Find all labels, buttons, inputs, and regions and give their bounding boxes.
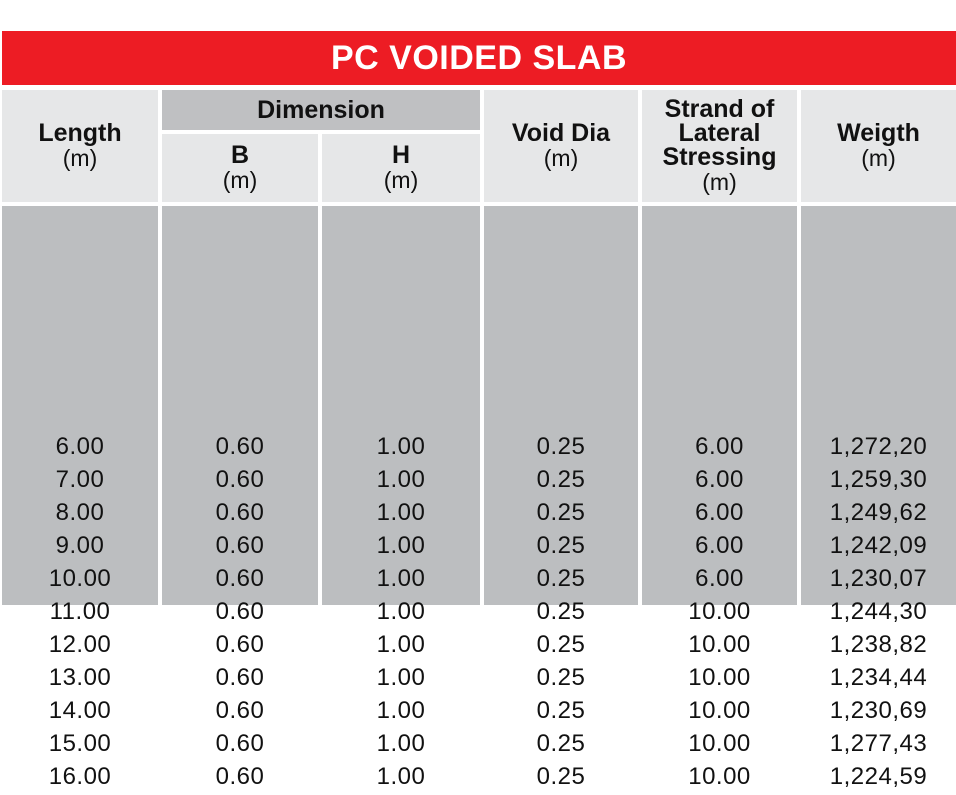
table-cell: 0.25: [536, 433, 586, 460]
header-name: H: [391, 141, 411, 169]
table-cell: 1.00: [376, 697, 426, 724]
header-h: H (m): [322, 134, 480, 202]
table-cell: 8.00: [55, 499, 105, 526]
table-cell: 15.00: [48, 730, 112, 757]
table-cell: 10.00: [688, 598, 751, 625]
table-cell: 13.00: [48, 664, 112, 691]
table-cell: 0.60: [215, 433, 265, 460]
table-cell: 1,249,62: [829, 499, 928, 526]
table-cell: 1,277,43: [829, 730, 928, 757]
table-cell: 0.25: [536, 598, 586, 625]
table-cell: 11.00: [49, 598, 111, 625]
column-h: 1.00 1.00 1.00 1.00 1.00 1.00 1.00 1.00 1.00 1.00…: [322, 206, 480, 790]
table-cell: 0.60: [215, 532, 265, 559]
table-cell: 10.00: [688, 664, 751, 691]
table-cell: 6.00: [695, 499, 744, 526]
table-cell: 0.25: [536, 499, 586, 526]
table-cell: 1,272,20: [829, 433, 928, 460]
table-cell: 10.00: [688, 763, 751, 790]
header-unit: (m): [702, 169, 737, 195]
table-cell: 1,224,59: [829, 763, 928, 790]
header-name: Strand of Lateral Stressing: [662, 95, 777, 171]
header-unit: (m): [62, 145, 98, 171]
header-dimension-group: Dimension: [162, 90, 480, 130]
table-title: PC VOIDED SLAB: [2, 31, 956, 85]
table-cell: 0.25: [536, 631, 586, 658]
table-cell: 0.60: [215, 466, 265, 493]
header-unit: (m): [383, 167, 419, 193]
table-cell: 0.60: [215, 631, 265, 658]
table-cell: 1.00: [376, 532, 426, 559]
table-cell: 1,242,09: [829, 532, 928, 559]
column-b: 0.60 0.60 0.60 0.60 0.60 0.60 0.60 0.60 0.60 0.60…: [162, 206, 318, 790]
table-cell: 12.00: [48, 631, 112, 658]
column-weight: 1,272,20 1,259,30 1,249,62 1,242,09 1,230,07…: [801, 206, 956, 790]
table-cell: 1,234,44: [829, 664, 928, 691]
header-b: B (m): [162, 134, 318, 202]
table-cell: 7.00: [55, 466, 105, 493]
table-cell: 0.60: [215, 730, 265, 757]
table-cell: 9.00: [55, 532, 105, 559]
header-weight: Weigth (m): [801, 90, 956, 202]
table-cell: 6.00: [695, 433, 744, 460]
table-cell: 0.25: [536, 565, 586, 592]
table-cell: 0.60: [215, 664, 265, 691]
table-cell: 1,244,30: [829, 598, 928, 625]
table-cell: 6.00: [55, 433, 105, 460]
column-void-dia: 0.25 0.25 0.25 0.25 0.25 0.25 0.25 0.25 0.25 0.25…: [484, 206, 638, 790]
table-cell: 16.00: [48, 763, 112, 790]
header-name: Length: [38, 119, 122, 147]
header-name: Weigth: [837, 119, 920, 147]
table-cell: 1,230,69: [829, 697, 928, 724]
table-cell: 1.00: [376, 664, 426, 691]
table-cell: 0.25: [536, 466, 586, 493]
header-length: Length (m): [2, 90, 158, 202]
table-cell: 0.60: [215, 565, 265, 592]
header-unit: (m): [543, 145, 579, 171]
header-void-dia: Void Dia (m): [484, 90, 638, 202]
table-cell: 0.25: [536, 730, 586, 757]
table-cell: 10.00: [688, 697, 751, 724]
table-cell: 1.00: [376, 598, 426, 625]
table-cell: 10.00: [688, 730, 751, 757]
header-unit: (m): [222, 167, 258, 193]
table-cell: 0.60: [215, 763, 265, 790]
table-cell: 1.00: [376, 433, 426, 460]
column-strand: 6.00 6.00 6.00 6.00 6.00 10.00 10.00 10.00 10.00…: [642, 206, 797, 790]
table-cell: 10.00: [48, 565, 112, 592]
table-cell: 1.00: [376, 631, 426, 658]
table-cell: 10.00: [688, 631, 751, 658]
table-cell: 6.00: [695, 532, 744, 559]
table-cell: 0.25: [536, 697, 586, 724]
header-unit: (m): [861, 145, 896, 171]
table-cell: 0.25: [536, 664, 586, 691]
table-cell: 0.60: [215, 697, 265, 724]
header-name: B: [230, 141, 250, 169]
table-cell: 1.00: [376, 499, 426, 526]
table-cell: 1,259,30: [829, 466, 928, 493]
table-cell: 6.00: [695, 565, 744, 592]
table-cell: 1,238,82: [829, 631, 928, 658]
table-cell: 0.60: [215, 598, 265, 625]
header-group-name: Dimension: [257, 96, 385, 124]
table-cell: 1.00: [376, 565, 426, 592]
table-cell: 0.60: [215, 499, 265, 526]
header-name: Void Dia: [511, 119, 611, 147]
table-cell: 0.25: [536, 532, 586, 559]
column-length: 6.00 7.00 8.00 9.00 10.00 11.00 12.00 13.00 14.0…: [2, 206, 158, 790]
header-strand: Strand of Lateral Stressing (m): [642, 90, 797, 202]
table-cell: 1.00: [376, 466, 426, 493]
table-cell: 1,230,07: [829, 565, 928, 592]
table-cell: 1.00: [376, 763, 426, 790]
table-cell: 14.00: [48, 697, 112, 724]
table-cell: 0.25: [536, 763, 586, 790]
table-cell: 1.00: [376, 730, 426, 757]
table-cell: 6.00: [695, 466, 744, 493]
